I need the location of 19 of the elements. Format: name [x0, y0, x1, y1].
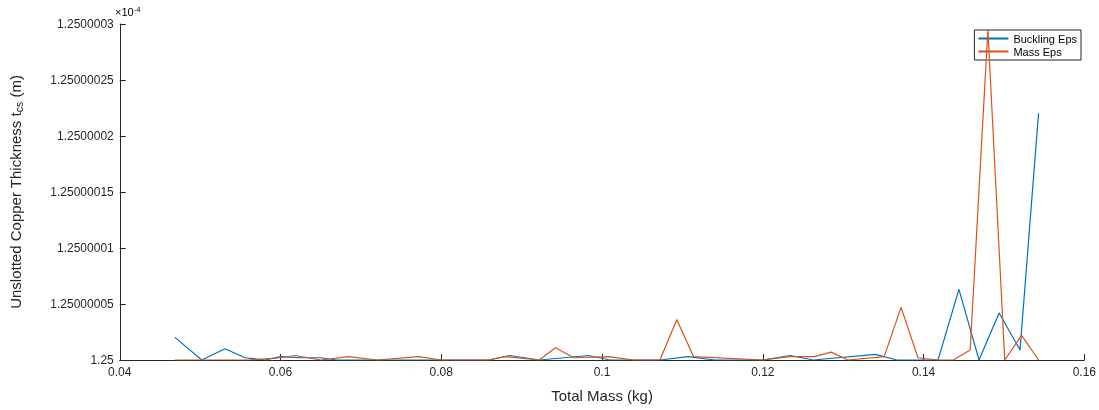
y-tick-label: 1.25000005 [50, 297, 115, 311]
y-axis-title: Unslotted Copper Thickness tcs (m) [7, 75, 26, 309]
y-tick-label: 1.25000025 [50, 73, 115, 87]
y-tick-label: 1.25000015 [50, 185, 115, 199]
x-axis-title: Total Mass (kg) [551, 387, 653, 404]
y-tick-label: 1.2500001 [57, 241, 115, 255]
x-tick-label: 0.1 [593, 365, 611, 379]
x-tick-label: 0.08 [429, 365, 454, 379]
x-tick-label: 0.06 [268, 365, 293, 379]
y-tick-label: 1.2500003 [57, 17, 115, 31]
legend-label: Mass Eps [1013, 45, 1063, 58]
x-tick-label: 0.12 [751, 365, 775, 379]
line-series [174, 113, 1040, 361]
y-tick-label: 1.2500002 [57, 129, 115, 143]
legend-label: Buckling Eps [1013, 32, 1078, 45]
x-tick-label: 0.04 [108, 365, 132, 379]
y-tick-label: 1.25 [90, 353, 115, 367]
x-tick-label: 0.16 [1072, 365, 1097, 379]
x-tick-label: 0.14 [911, 365, 936, 379]
